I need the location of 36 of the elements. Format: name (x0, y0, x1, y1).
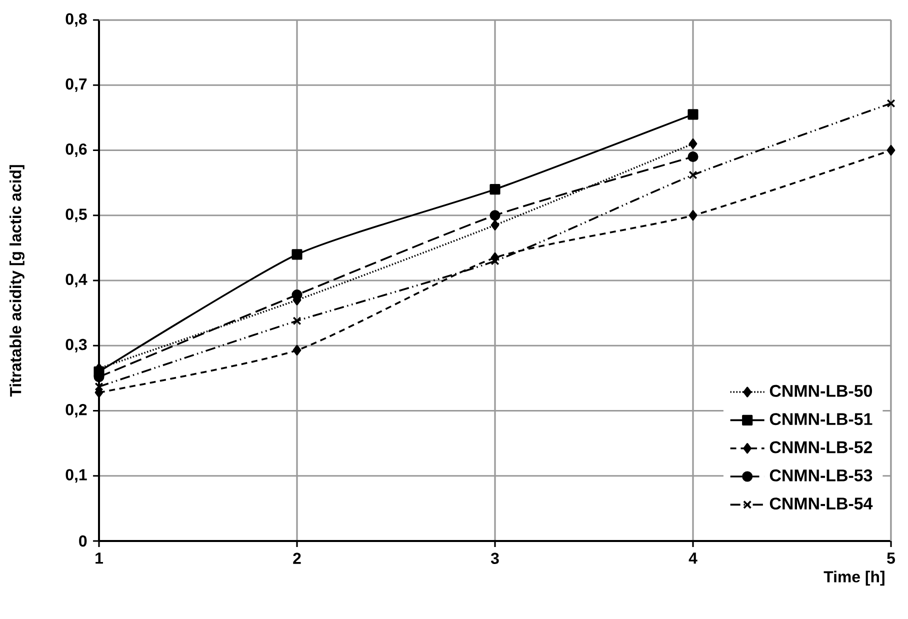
point (292, 344, 302, 356)
y-tick-label: 0,6 (66, 143, 87, 158)
legend-label: CNMN-LB-51 (770, 413, 872, 426)
point (688, 151, 698, 162)
point (292, 290, 302, 300)
point (94, 382, 104, 391)
x-tick-label: 4 (688, 552, 698, 564)
y-axis-title: Titratable acidity [g lactic acid] (10, 165, 24, 397)
legend-label: CNMN-LB-52 (770, 441, 872, 454)
point (490, 184, 500, 195)
point (292, 316, 302, 326)
point (292, 249, 302, 260)
x-tick-label: 3 (490, 552, 499, 564)
y-tick-label: 0,7 (66, 78, 87, 92)
y-tick-label: 0,3 (66, 338, 87, 352)
legend-label: CNMN-LB-53 (770, 469, 872, 482)
y-tick-label: 0,8 (66, 13, 87, 27)
y-tick-label: 0,2 (66, 404, 87, 418)
point (688, 170, 698, 180)
legend-label: CNMN-LB-54 (770, 498, 873, 510)
point (886, 99, 896, 108)
x-tick-label: 5 (887, 552, 895, 564)
point (688, 138, 698, 150)
point (688, 210, 698, 221)
x-tick-label: 1 (96, 552, 103, 564)
y-tick-label: 0,4 (66, 274, 88, 288)
point (490, 220, 500, 230)
legend-label: CNMN-LB-50 (770, 384, 872, 397)
point (688, 109, 698, 120)
point (886, 144, 896, 156)
y-tick-label: 0,1 (66, 469, 87, 483)
y-tick-label: 0,5 (66, 208, 87, 222)
y-tick-label: 0 (79, 535, 87, 547)
x-tick-label: 2 (293, 552, 301, 564)
x-axis-title: Time [h] (824, 570, 884, 586)
point (490, 210, 500, 221)
